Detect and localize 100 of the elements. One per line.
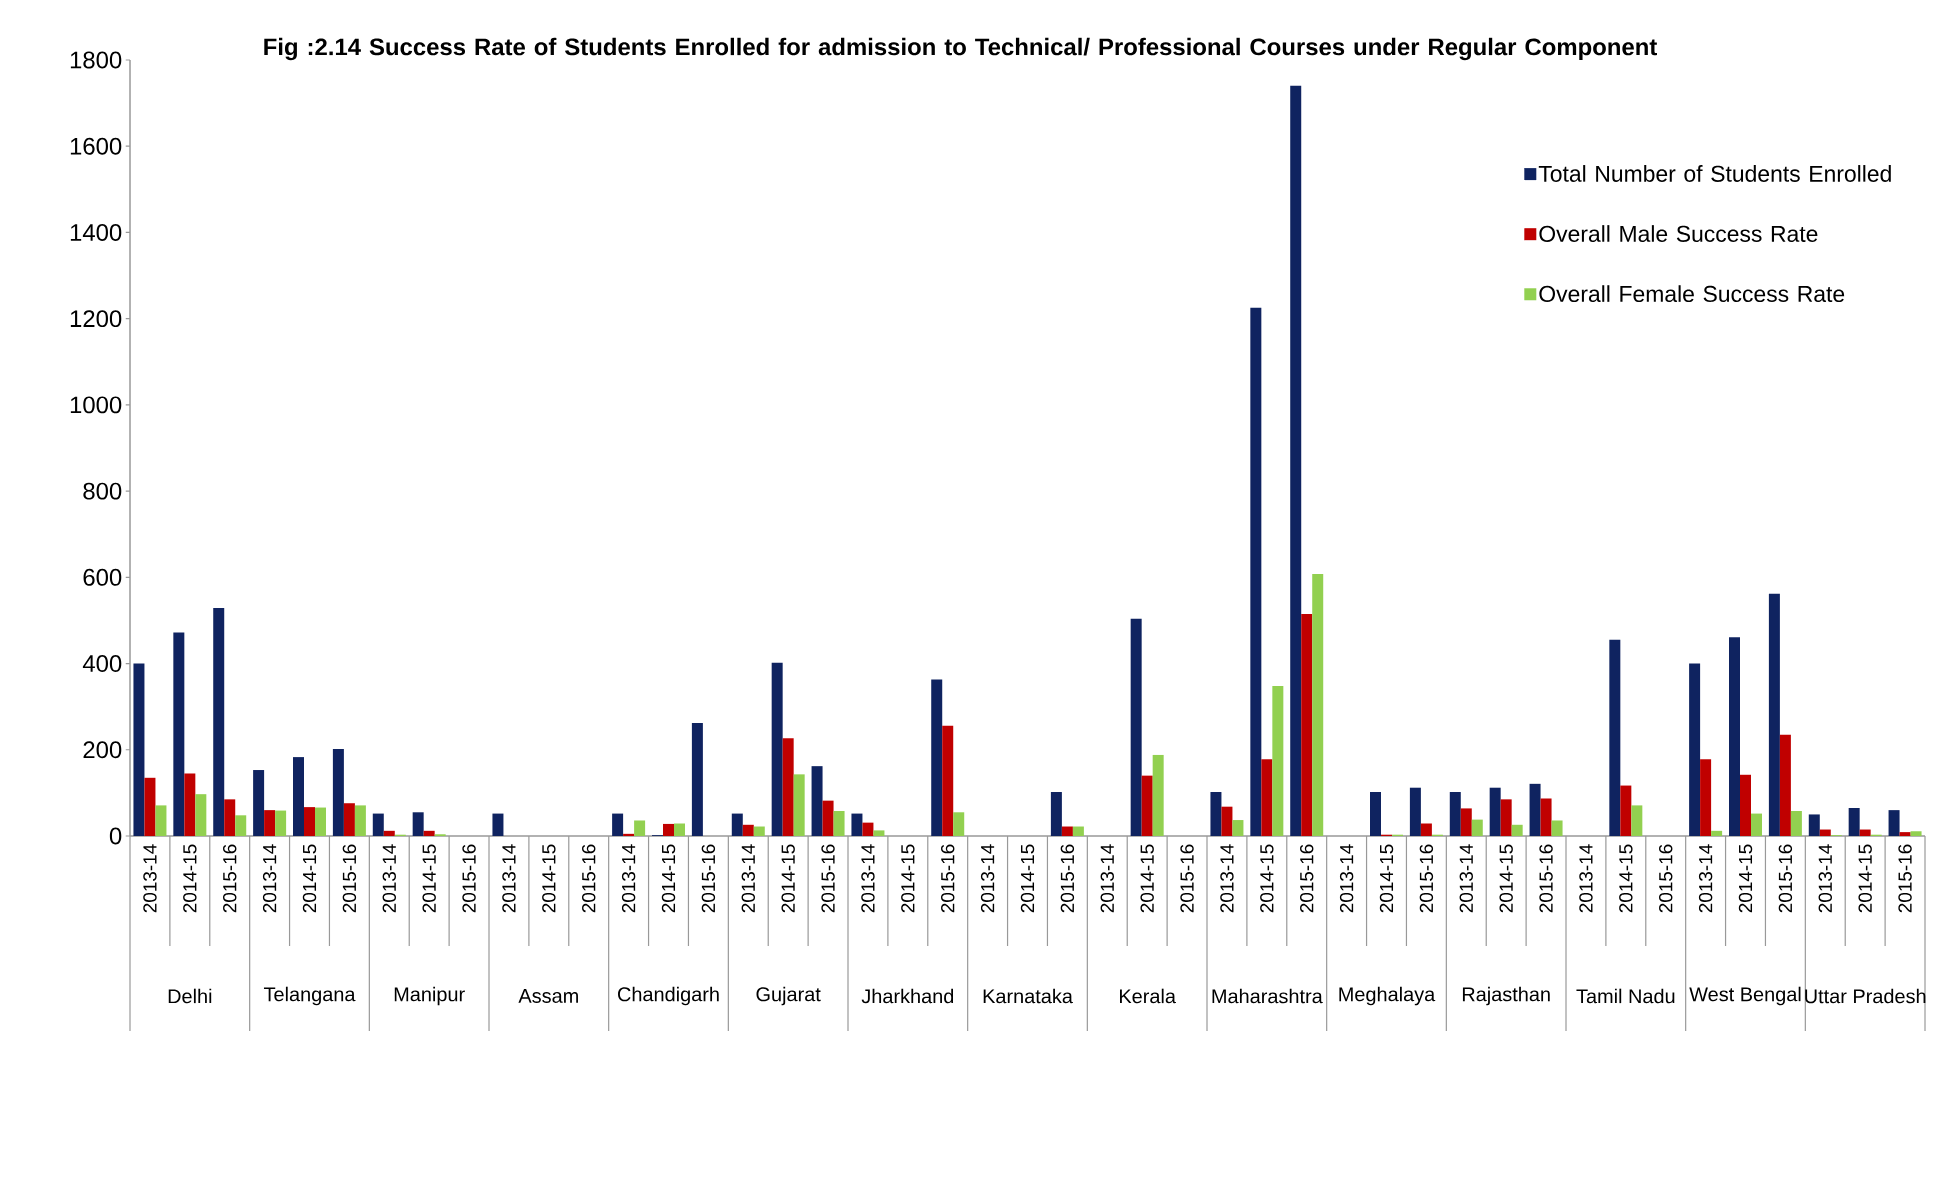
bar xyxy=(275,810,287,836)
bar xyxy=(224,799,236,836)
bar xyxy=(133,663,145,836)
x-tick-label: 2013-14 xyxy=(262,844,277,913)
bar xyxy=(1370,792,1381,836)
bar xyxy=(293,757,304,836)
x-tick-label: 2013-14 xyxy=(382,844,396,913)
text: Rajasthan xyxy=(1462,986,1550,1006)
chart-title: Fig :2.14 Success Rate of Students Enrolled for admission to Technical/ Professional Courses under Regular Component xyxy=(264,37,1657,61)
bar xyxy=(423,830,435,836)
bar xyxy=(1790,810,1802,836)
x-tick-label: 2013-14 xyxy=(143,844,157,913)
bar xyxy=(195,794,207,836)
x-tick-label: 2014-15 xyxy=(1738,844,1753,913)
x-tick-label: 2014-15 xyxy=(1260,844,1274,913)
y-tick-label: 400 xyxy=(82,655,122,673)
bar xyxy=(343,803,355,836)
text: Uttar Pradesh xyxy=(1805,988,1926,1004)
bar xyxy=(623,833,635,836)
y-tick-label: 1200 xyxy=(70,310,122,328)
bar xyxy=(1551,820,1563,836)
x-tick-label: 2015-16 xyxy=(342,844,357,913)
bar xyxy=(235,815,247,836)
legend-label: Overall Female Success Rate xyxy=(1539,285,1845,303)
bar xyxy=(1489,787,1501,836)
text: Delhi xyxy=(168,988,212,1004)
y-tick-label: 200 xyxy=(83,741,122,759)
bar xyxy=(1232,820,1244,836)
bar xyxy=(663,823,674,836)
y-tick-label: 0 xyxy=(109,827,122,845)
bar xyxy=(1141,775,1153,836)
x-tick-label: 2013-14 xyxy=(861,844,875,913)
x-tick-label: 2015-16 xyxy=(1539,844,1553,913)
bar xyxy=(1420,823,1432,836)
x-tick-label: 2015-16 xyxy=(1300,844,1314,913)
bar xyxy=(304,807,315,836)
bar xyxy=(1152,754,1164,836)
x-tick-label: 2015-16 xyxy=(1659,844,1673,913)
y-tick-label: 800 xyxy=(83,482,122,500)
bar xyxy=(612,813,624,836)
bar xyxy=(1740,774,1751,836)
bar xyxy=(851,813,863,836)
bar xyxy=(372,813,384,836)
x-tick-label: 2014-15 xyxy=(1140,844,1154,913)
x-tick-label: 2013-14 xyxy=(621,844,636,913)
bar xyxy=(213,607,225,836)
text: Tamil Nadu xyxy=(1576,988,1675,1004)
bar xyxy=(1471,819,1483,836)
x-tick-label: 2015-16 xyxy=(821,844,835,913)
bar xyxy=(793,774,805,836)
bar xyxy=(1061,826,1073,836)
text: Karnataka xyxy=(983,988,1073,1004)
bar xyxy=(822,800,834,836)
x-tick-label: 2014-15 xyxy=(1020,844,1035,913)
y-tick-label: 1800 xyxy=(70,51,122,69)
x-tick-label: 2015-16 xyxy=(1778,844,1793,913)
x-tick-label: 2014-15 xyxy=(1619,844,1633,913)
text: Maharashtra xyxy=(1212,988,1323,1004)
bar xyxy=(1210,792,1222,836)
bar xyxy=(1449,792,1461,836)
bar xyxy=(1768,593,1780,836)
bar xyxy=(731,813,743,836)
bar xyxy=(1888,810,1900,836)
bar xyxy=(1301,613,1313,836)
x-tick-label: 2014-15 xyxy=(542,844,556,913)
x-tick-label: 2014-15 xyxy=(661,844,676,913)
bar xyxy=(383,830,395,836)
bar xyxy=(1631,805,1643,836)
bar xyxy=(1779,734,1791,836)
bar xyxy=(931,679,943,836)
x-tick-label: 2015-16 xyxy=(462,844,476,913)
bar xyxy=(753,826,765,836)
bar xyxy=(771,662,783,836)
x-tick-label: 2014-15 xyxy=(781,844,795,913)
x-tick-label: 2015-16 xyxy=(223,844,237,913)
bar xyxy=(1290,85,1302,836)
bar xyxy=(184,773,196,836)
x-tick-label: 2014-15 xyxy=(901,844,915,913)
bar xyxy=(1500,799,1512,836)
bar xyxy=(354,805,366,836)
bar xyxy=(1899,832,1911,836)
bar xyxy=(1609,639,1621,836)
x-tick-label: 2015-16 xyxy=(582,844,596,913)
bar xyxy=(1711,830,1723,836)
bar xyxy=(1729,637,1740,836)
x-tick-label: 2014-15 xyxy=(302,844,317,913)
bar xyxy=(862,822,874,836)
x-tick-label: 2014-15 xyxy=(422,844,436,913)
bar xyxy=(264,810,276,836)
bar xyxy=(315,807,326,836)
text: Telangana xyxy=(263,986,356,1006)
text: Meghalaya xyxy=(1339,986,1436,1006)
bar xyxy=(1540,798,1552,836)
x-tick-label: 2013-14 xyxy=(1818,844,1832,913)
bar xyxy=(1910,831,1922,836)
bar xyxy=(942,725,954,836)
bar xyxy=(1529,783,1541,836)
bar xyxy=(1819,829,1831,836)
bar xyxy=(1250,307,1262,836)
x-tick-label: 2014-15 xyxy=(1858,844,1872,913)
